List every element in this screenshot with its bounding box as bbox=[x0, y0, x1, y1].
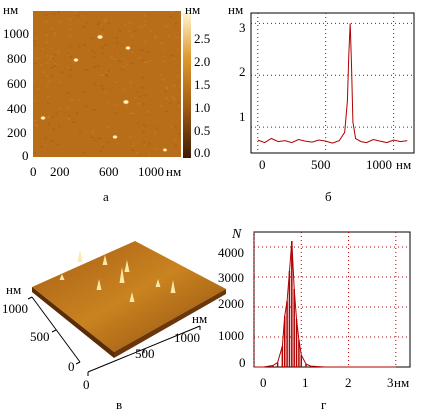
profile-y-tick: 2 bbox=[239, 64, 246, 79]
afm-x-tick: 200 bbox=[50, 164, 70, 179]
afm-3d-peaks bbox=[59, 250, 176, 302]
profile-x-tick: 500 bbox=[311, 157, 331, 172]
afm-x-tick: 1000 bbox=[138, 164, 164, 179]
afm-3d-surface bbox=[27, 241, 226, 376]
histogram-y-tick: 4000 bbox=[218, 245, 244, 260]
profile-y-tick: 3 bbox=[239, 20, 246, 35]
colorbar bbox=[183, 13, 191, 158]
surface-left-tick: 500 bbox=[30, 329, 50, 344]
afm-x-tick: 0 bbox=[30, 164, 37, 179]
profile-line bbox=[257, 23, 408, 144]
afm-y-unit: нм bbox=[3, 2, 19, 17]
surface-right-tick: 0 bbox=[83, 377, 90, 392]
colorbar-tick: 0.0 bbox=[194, 145, 211, 160]
profile-grid bbox=[251, 13, 414, 153]
colorbar-tick: 0.5 bbox=[194, 123, 211, 138]
afm-peak bbox=[102, 255, 108, 265]
afm-features bbox=[40, 34, 168, 152]
afm-y-tick: 1000 bbox=[3, 26, 29, 41]
afm-peak bbox=[129, 292, 135, 302]
profile-y-tick: 1 bbox=[239, 109, 246, 124]
afm-y-tick: 600 bbox=[7, 76, 27, 91]
afm-y-tick: 400 bbox=[7, 101, 27, 116]
histogram-y-label: N bbox=[232, 227, 242, 242]
afm-peak bbox=[59, 274, 65, 280]
surface-left-tick: 1000 bbox=[2, 301, 28, 316]
afm-y-tick: 800 bbox=[7, 51, 27, 66]
histogram-y-tick: 2000 bbox=[218, 296, 244, 311]
colorbar-tick: 2.5 bbox=[194, 31, 211, 46]
profile-x-tick: 0 bbox=[259, 157, 266, 172]
histogram-grid bbox=[253, 232, 410, 367]
histogram-x-unit: нм bbox=[394, 375, 410, 390]
histogram-x-tick: 2 bbox=[345, 375, 352, 390]
surface-left-tick: 0 bbox=[68, 359, 75, 374]
histogram-y-tick: 0 bbox=[239, 355, 246, 370]
histogram-y-tick: 1000 bbox=[218, 328, 244, 343]
afm-y-tick: 0 bbox=[22, 148, 29, 163]
afm-x-unit: нм bbox=[166, 164, 182, 179]
profile-series bbox=[257, 23, 408, 144]
axis-3d-right bbox=[87, 325, 201, 376]
histogram-outline bbox=[254, 240, 396, 368]
histogram-series bbox=[254, 240, 396, 368]
panel-label-b: б bbox=[325, 189, 332, 204]
colorbar-tick: 2.0 bbox=[194, 54, 211, 69]
panel-label-a: а bbox=[103, 189, 109, 204]
surface-right-tick: 1000 bbox=[174, 330, 200, 345]
colorbar-unit: нм bbox=[185, 2, 201, 17]
colorbar-tick: 1.5 bbox=[194, 77, 211, 92]
panel-label-g: г bbox=[321, 397, 327, 412]
afm-peak bbox=[155, 279, 161, 287]
surface-right-tick: 500 bbox=[135, 346, 155, 361]
afm-y-tick: 200 bbox=[7, 125, 27, 140]
profile-x-tick: 1000 bbox=[366, 157, 392, 172]
afm-peak bbox=[96, 279, 102, 290]
afm-texture bbox=[33, 11, 182, 156]
panel-label-v: в bbox=[116, 397, 123, 412]
profile-y-unit: нм bbox=[228, 2, 244, 17]
colorbar-tick: 1.0 bbox=[194, 100, 211, 115]
afm-peak bbox=[124, 260, 130, 272]
histogram-x-tick: 3 bbox=[387, 375, 394, 390]
afm-peak bbox=[119, 267, 125, 283]
axis-3d-left bbox=[27, 296, 81, 365]
histogram-frame bbox=[253, 231, 411, 368]
histogram-x-tick: 1 bbox=[302, 375, 309, 390]
afm-peak bbox=[77, 250, 83, 262]
surface-left-unit: нм bbox=[6, 282, 22, 297]
surface-right-unit: нм bbox=[192, 311, 208, 326]
afm-peak bbox=[170, 280, 176, 293]
profile-x-unit: нм bbox=[396, 157, 412, 172]
profile-plot-frame bbox=[250, 12, 415, 154]
histogram-y-tick: 3000 bbox=[218, 270, 244, 285]
afm-x-tick: 600 bbox=[99, 164, 119, 179]
histogram-x-tick: 0 bbox=[260, 375, 267, 390]
